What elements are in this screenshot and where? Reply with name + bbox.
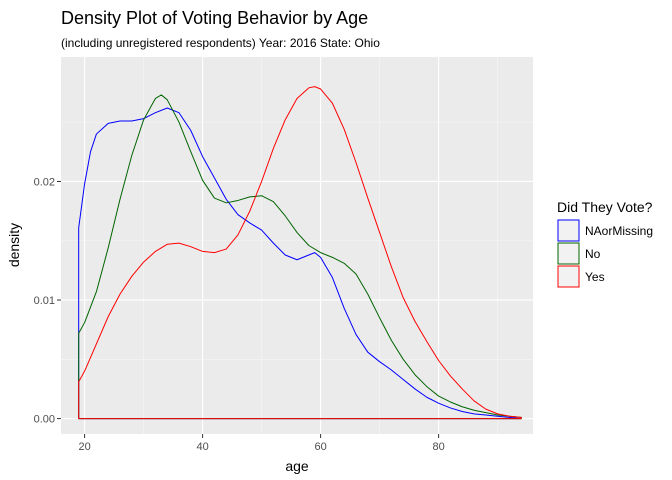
x-tick-label: 60: [314, 441, 326, 453]
y-tick-labels: 0.00 0.01 0.02: [34, 176, 55, 425]
x-axis-title: age: [285, 458, 309, 474]
density-line-naormissing: [78, 107, 522, 420]
x-tick-label: 40: [196, 441, 208, 453]
y-axis-title: density: [6, 223, 22, 267]
legend-label: NAorMissing: [585, 224, 653, 238]
plot-panel: [61, 57, 533, 434]
axis-ticks: [57, 180, 440, 438]
x-tick-label: 20: [78, 441, 90, 453]
chart-subtitle: (including unregistered respondents) Yea…: [61, 36, 380, 50]
y-tick-label: 0.00: [34, 414, 55, 426]
y-tick-label: 0.02: [34, 176, 55, 188]
legend-title: Did They Vote?: [557, 199, 653, 215]
legend: Did They Vote? NAorMissing No Yes: [557, 199, 653, 288]
legend-key-naormissing: [557, 219, 580, 242]
x-tick-label: 80: [432, 441, 444, 453]
density-line-no: [78, 94, 522, 420]
legend-label: No: [585, 247, 601, 261]
chart-title: Density Plot of Voting Behavior by Age: [61, 8, 368, 28]
series-layer: [78, 86, 522, 420]
legend-label: Yes: [585, 270, 605, 284]
y-tick-label: 0.01: [34, 295, 55, 307]
legend-key-yes: [557, 265, 580, 288]
legend-items: NAorMissing No Yes: [557, 219, 653, 288]
density-line-yes: [78, 86, 522, 420]
x-tick-labels: 20 40 60 80: [78, 441, 444, 453]
legend-key-no: [557, 242, 580, 265]
